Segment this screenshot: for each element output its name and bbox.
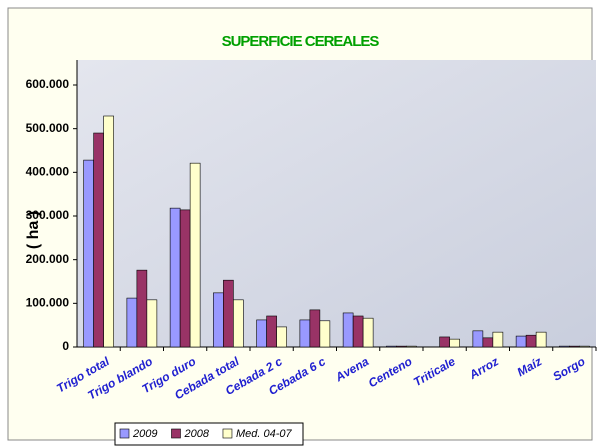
bar	[213, 292, 224, 348]
bar	[515, 335, 527, 348]
legend-swatch	[119, 428, 130, 439]
legend-frame	[114, 422, 304, 446]
bar	[396, 345, 407, 348]
bar	[492, 331, 504, 348]
bar	[449, 338, 460, 348]
bar	[559, 345, 570, 348]
bar	[189, 162, 201, 348]
bar	[439, 336, 450, 348]
bar	[362, 317, 374, 348]
bar	[525, 334, 537, 348]
bar	[535, 331, 547, 348]
bar	[93, 132, 104, 348]
y-tick-label: 600.000	[26, 77, 70, 91]
bar	[126, 297, 138, 348]
y-tick-label: 500.000	[26, 121, 70, 135]
legend: 2009 2008 Med. 04-07	[114, 422, 304, 446]
y-axis-label: ( ha )	[25, 211, 42, 249]
bar	[169, 207, 181, 348]
plot-area	[77, 60, 596, 347]
bar	[233, 299, 244, 348]
bar	[352, 315, 364, 348]
bar	[179, 209, 191, 348]
bar	[83, 159, 94, 348]
bar	[103, 115, 114, 348]
legend-label: 2008	[183, 428, 209, 440]
legend-label: Med. 04-07	[236, 428, 293, 440]
bar	[276, 326, 287, 348]
bar	[136, 269, 148, 348]
bar	[309, 309, 321, 348]
bar	[472, 330, 484, 348]
bar	[579, 345, 590, 348]
bar	[569, 345, 580, 348]
bar	[256, 319, 267, 348]
y-tick-label: 200.000	[26, 252, 70, 266]
y-tick-label: 100.000	[26, 296, 70, 310]
legend-swatch	[222, 428, 233, 439]
bar	[406, 345, 417, 348]
legend-label: 2009	[132, 428, 157, 440]
bar	[299, 319, 311, 348]
bar	[482, 337, 494, 348]
y-tick-label: 400.000	[26, 165, 70, 179]
bar	[319, 320, 331, 348]
bar	[342, 312, 354, 348]
chart-title: SUPERFICIE CEREALES	[222, 33, 380, 50]
y-tick-label: 0	[62, 339, 69, 353]
bar	[223, 279, 234, 348]
bar	[386, 345, 397, 348]
y-tick-label: 300.000	[26, 208, 70, 222]
bar	[266, 315, 277, 348]
bar	[146, 299, 158, 348]
legend-swatch	[171, 428, 181, 439]
